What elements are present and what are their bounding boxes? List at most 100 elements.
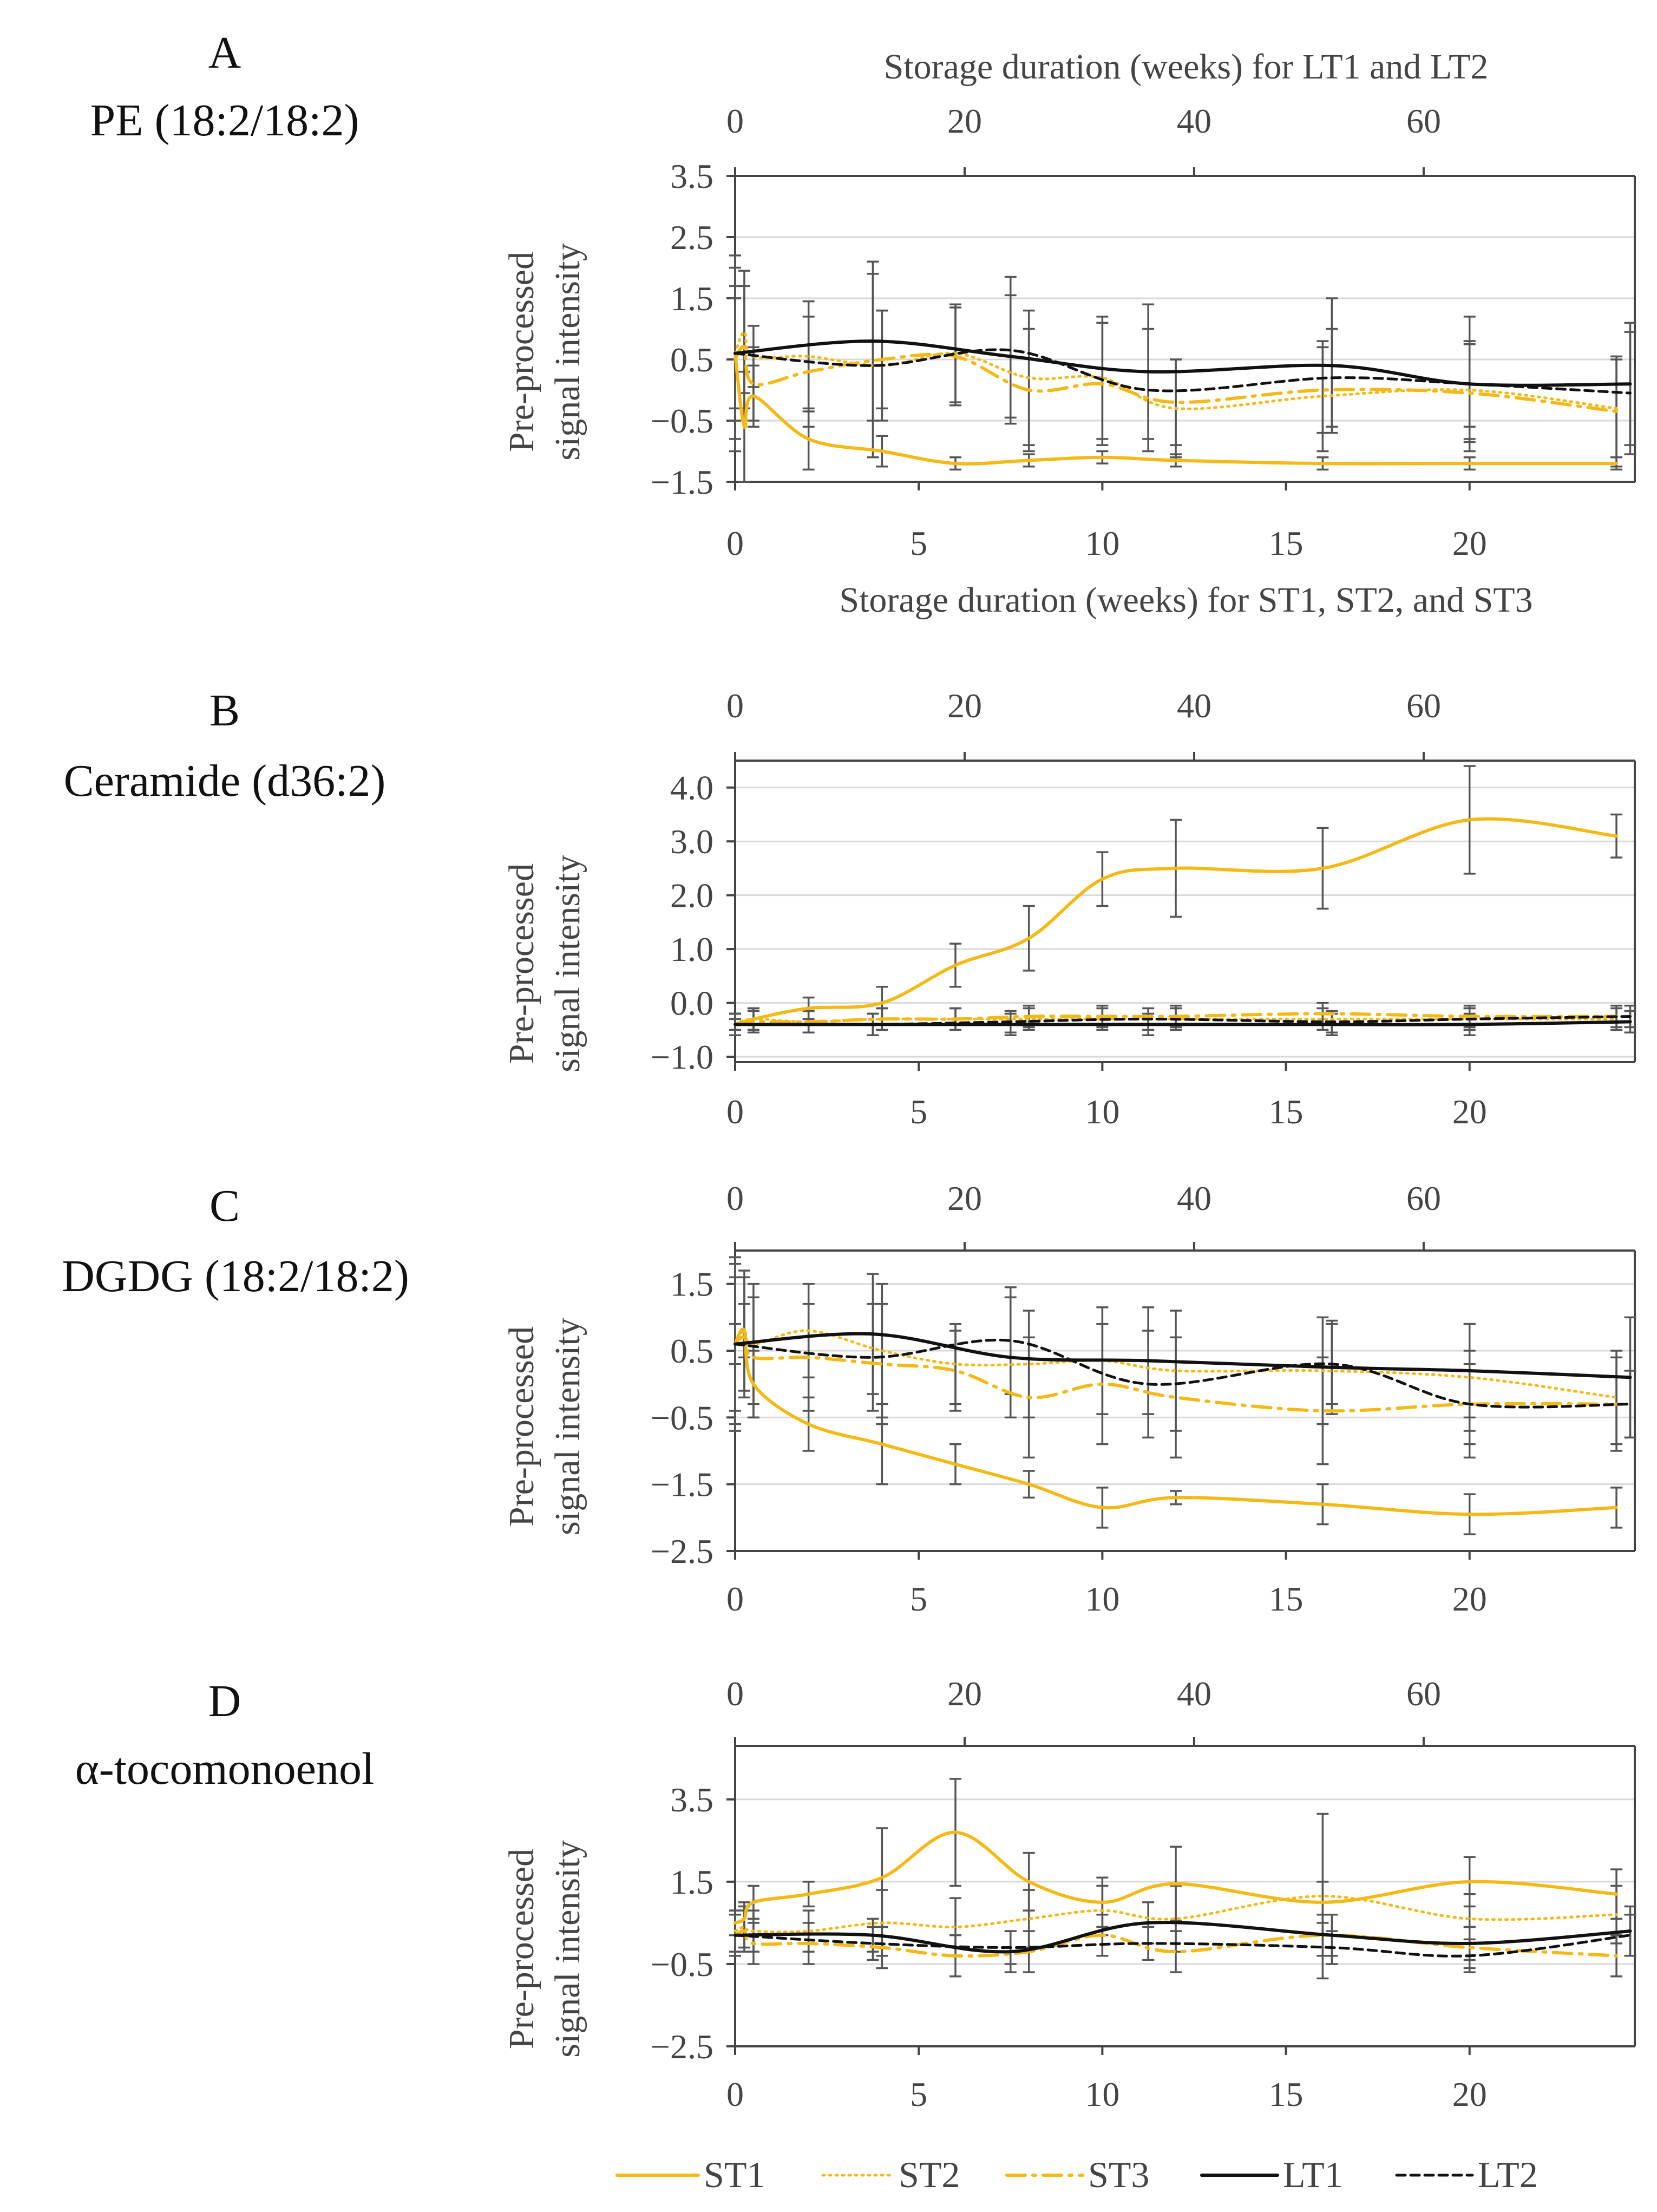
panel-a-ylabel-line1: Pre-processed — [502, 252, 541, 452]
legend-label-st2: ST2 — [899, 2154, 960, 2195]
panel-a-x2tick-label: 40 — [1177, 102, 1211, 140]
panel-a-top-axis-label: Storage duration (weeks) for LT1 and LT2 — [884, 47, 1489, 87]
panel-c-series-st1-line — [733, 1327, 1619, 1516]
panel-d-ytick-label: 1.5 — [670, 1863, 713, 1901]
panel-c-x2tick-label: 0 — [726, 1179, 744, 1218]
panel-d: D α-tocomonoenol Pre-processed signal in… — [75, 1674, 1636, 2113]
panel-c: C DGDG (18:2/18:2) Pre-processed signal … — [62, 1179, 1636, 1618]
panel-c-ytick-label: −2.5 — [651, 1532, 713, 1570]
panel-b: B Ceramide (d36:2) Pre-processed signal … — [64, 685, 1636, 1131]
panel-b-x2tick-label: 40 — [1177, 686, 1211, 725]
panel-b-ytick-label: 4.0 — [670, 769, 713, 807]
panel-d-xtick-label: 0 — [726, 2075, 744, 2113]
panel-a-ytick-label: 1.5 — [670, 279, 713, 318]
panel-a-xtick-label: 5 — [910, 524, 927, 562]
panel-b-ylabel-line2: signal intensity — [548, 855, 587, 1072]
panel-d-letter: D — [208, 1676, 241, 1726]
panel-b-title: Ceramide (d36:2) — [64, 756, 386, 806]
panel-d-ytick-label: 3.5 — [670, 1781, 713, 1819]
panel-b-xtick-label: 20 — [1452, 1092, 1487, 1131]
panel-c-series-st2-line — [733, 1329, 1618, 1399]
panel-a-letter: A — [208, 28, 241, 78]
panel-a: A PE (18:2/18:2) Storage duration (weeks… — [90, 28, 1636, 620]
panel-a-xtick-label: 15 — [1269, 524, 1304, 562]
panel-d-series-lt2-line — [733, 1934, 1632, 1958]
panel-a-x2tick-label: 0 — [726, 102, 744, 140]
panel-c-series-lt2-line — [733, 1338, 1632, 1409]
panel-d-x2tick-label: 40 — [1177, 1674, 1211, 1713]
panel-a-title: PE (18:2/18:2) — [90, 95, 359, 146]
panel-b-x2tick-label: 60 — [1406, 686, 1441, 725]
panel-a-series-lt1-line — [733, 339, 1632, 387]
panel-c-xtick-label: 5 — [910, 1580, 927, 1618]
panel-d-x2tick-label: 20 — [947, 1674, 982, 1713]
panel-b-series-st3-line — [733, 1012, 1619, 1026]
panel-c-ytick-label: −1.5 — [651, 1465, 713, 1504]
legend: ST1 ST2 ST3 LT1 LT2 — [615, 2154, 1538, 2195]
panel-a-xtick-label: 20 — [1452, 524, 1487, 562]
panel-c-ylabel-line2: signal intensity — [548, 1318, 587, 1535]
panel-d-ytick-label: −0.5 — [651, 1945, 713, 1984]
panel-c-series-lt1-line — [733, 1332, 1632, 1379]
panel-c-xtick-label: 20 — [1452, 1580, 1487, 1618]
panel-c-xtick-label: 10 — [1085, 1580, 1119, 1618]
panel-c-ytick-label: 1.5 — [670, 1265, 713, 1304]
legend-label-st1: ST1 — [704, 2154, 765, 2195]
panel-d-series-st2-line — [733, 1895, 1618, 1934]
panel-a-ytick-label: −1.5 — [651, 463, 713, 501]
panel-c-ylabel-line1: Pre-processed — [502, 1326, 541, 1527]
panel-d-x2tick-label: 60 — [1406, 1674, 1441, 1713]
panel-b-ytick-label: 2.0 — [670, 876, 713, 915]
panel-c-x2tick-label: 20 — [947, 1179, 982, 1218]
panel-a-series-lt2-line — [733, 348, 1632, 395]
panel-c-ytick-label: 0.5 — [670, 1332, 713, 1370]
panel-b-x2tick-label: 0 — [726, 686, 744, 725]
panel-a-ytick-label: 2.5 — [670, 218, 713, 257]
panel-d-x2tick-label: 0 — [726, 1674, 744, 1713]
panel-b-series-st1-line — [733, 817, 1619, 1026]
panel-d-xtick-label: 10 — [1085, 2075, 1119, 2113]
panel-a-series-st3-line — [733, 345, 1619, 413]
panel-c-xtick-label: 15 — [1269, 1580, 1304, 1618]
panel-c-series-st3-line — [733, 1335, 1619, 1413]
panel-c-x2tick-label: 60 — [1406, 1179, 1441, 1218]
panel-a-x2tick-label: 60 — [1406, 102, 1441, 140]
panel-b-ytick-label: 3.0 — [670, 822, 713, 861]
panel-a-ytick-label: −0.5 — [651, 402, 713, 440]
panel-b-ytick-label: 0.0 — [670, 984, 713, 1023]
panel-c-xtick-label: 0 — [726, 1580, 744, 1618]
panel-c-letter: C — [209, 1181, 240, 1231]
panel-d-series-st1-line — [733, 1830, 1619, 1925]
panel-a-ytick-label: 3.5 — [670, 157, 713, 195]
panel-d-ytick-label: −2.5 — [651, 2027, 713, 2066]
legend-label-lt2: LT2 — [1478, 2154, 1538, 2195]
panel-a-series-st1-line — [733, 351, 1619, 466]
legend-label-lt1: LT1 — [1283, 2154, 1343, 2195]
panel-a-bottom-axis-label: Storage duration (weeks) for ST1, ST2, a… — [839, 580, 1532, 620]
panel-b-xtick-label: 0 — [726, 1092, 744, 1131]
panel-a-xtick-label: 10 — [1085, 524, 1119, 562]
panel-d-ylabel-line2: signal intensity — [548, 1840, 587, 2057]
panel-b-ytick-label: −1.0 — [651, 1038, 713, 1076]
panel-d-xtick-label: 20 — [1452, 2075, 1487, 2113]
panel-d-series-lt1-line — [733, 1921, 1632, 1954]
panel-b-series-lt1-line — [733, 1020, 1632, 1026]
panel-a-x2tick-label: 20 — [947, 102, 982, 140]
panel-a-ytick-label: 0.5 — [670, 341, 713, 379]
panel-b-letter: B — [209, 685, 240, 736]
panel-c-ytick-label: −0.5 — [651, 1398, 713, 1437]
panel-b-ytick-label: 1.0 — [670, 930, 713, 968]
panel-b-x2tick-label: 20 — [947, 686, 982, 725]
panel-a-ylabel-line2: signal intensity — [548, 243, 587, 460]
panel-b-series-lt2-line — [733, 1015, 1632, 1026]
panel-d-title: α-tocomonoenol — [75, 1744, 375, 1794]
legend-label-st3: ST3 — [1088, 2154, 1149, 2195]
panel-c-x2tick-label: 40 — [1177, 1179, 1211, 1218]
panel-b-xtick-label: 10 — [1085, 1092, 1119, 1131]
panel-b-ylabel-line1: Pre-processed — [502, 863, 541, 1064]
panel-b-xtick-label: 15 — [1269, 1092, 1304, 1131]
panel-d-xtick-label: 15 — [1269, 2075, 1304, 2113]
